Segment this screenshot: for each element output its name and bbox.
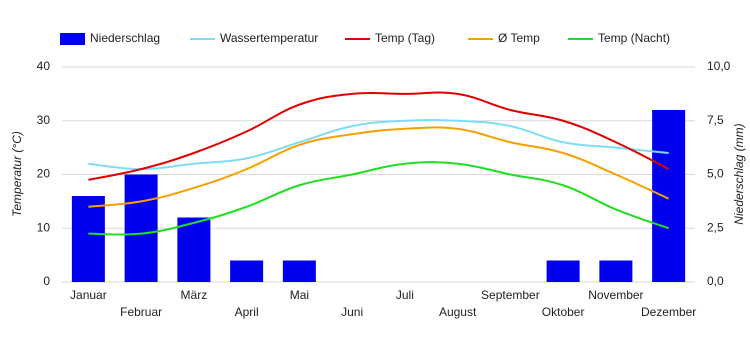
y-tick-label: 30 (37, 113, 51, 127)
legend-label: Ø Temp (498, 31, 540, 45)
bar (230, 260, 264, 282)
y2-tick-label: 0,0 (707, 274, 724, 288)
y-tick-label: 10 (37, 220, 51, 234)
x-tick-label: Juli (396, 288, 414, 302)
y-tick-label: 20 (37, 167, 51, 181)
y-tick-label: 0 (43, 274, 50, 288)
legend-label: Temp (Nacht) (598, 31, 670, 45)
bar (599, 260, 633, 282)
x-tick-label: August (439, 305, 477, 319)
y-tick-label: 40 (37, 59, 51, 73)
y2-tick-label: 10,0 (707, 59, 731, 73)
line-series (88, 161, 669, 236)
x-tick-label: Juni (341, 305, 363, 319)
legend-label: Wassertemperatur (220, 31, 318, 45)
y2-tick-label: 5,0 (707, 167, 724, 181)
line-series (88, 118, 669, 171)
x-tick-label: Dezember (641, 305, 696, 319)
line-series (88, 91, 670, 181)
y2-tick-label: 7,5 (707, 113, 724, 127)
legend-swatch (60, 33, 85, 45)
legend-label: Niederschlag (90, 31, 160, 45)
y2-tick-label: 2,5 (707, 220, 724, 234)
x-tick-label: März (181, 288, 208, 302)
bar (177, 217, 211, 282)
x-tick-label: Januar (70, 288, 107, 302)
x-tick-label: Februar (120, 305, 162, 319)
x-tick-label: Mai (290, 288, 309, 302)
x-tick-label: November (588, 288, 643, 302)
y2-axis-title: Niederschlag (mm) (732, 123, 746, 224)
bar (124, 174, 158, 282)
bar (282, 260, 316, 282)
bar (652, 110, 686, 282)
x-tick-label: April (235, 305, 259, 319)
x-tick-label: September (481, 288, 540, 302)
line-series (88, 126, 670, 208)
bar (71, 196, 105, 282)
bar (546, 260, 580, 282)
legend-label: Temp (Tag) (375, 31, 435, 45)
y-axis-title: Temperatur (°C) (10, 131, 24, 217)
x-tick-label: Oktober (542, 305, 585, 319)
